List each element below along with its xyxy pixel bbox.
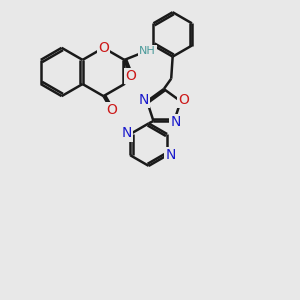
Text: O: O: [106, 103, 117, 117]
Text: O: O: [178, 93, 189, 107]
Text: N: N: [122, 126, 132, 140]
Text: O: O: [98, 41, 109, 55]
Text: N: N: [166, 148, 176, 162]
Text: NH: NH: [139, 46, 156, 56]
Text: N: N: [139, 93, 149, 107]
Text: O: O: [125, 69, 136, 83]
Text: N: N: [170, 116, 181, 129]
